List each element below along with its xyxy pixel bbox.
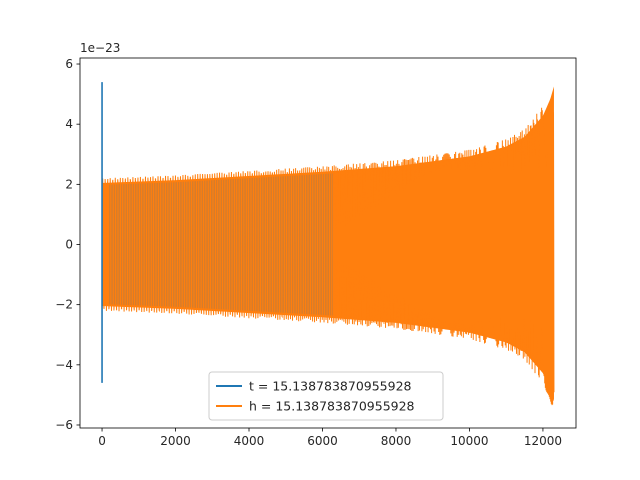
y-tick-label: −2 — [55, 298, 73, 312]
legend-label: t = 15.138783870955928 — [249, 379, 412, 394]
legend-label: h = 15.138783870955928 — [249, 399, 415, 414]
legend-box — [208, 371, 444, 421]
axes-frame — [79, 57, 577, 429]
y-tick-label: 2 — [65, 177, 73, 191]
y-tick-label: 4 — [65, 117, 73, 131]
y-tick-label: 6 — [65, 57, 73, 71]
series-h-line — [101, 107, 555, 406]
y-scale-offset-label: 1e−23 — [80, 41, 120, 55]
y-tick-label: −4 — [55, 358, 73, 372]
y-tick-label: −6 — [55, 418, 73, 432]
x-tick-label: 6000 — [307, 434, 338, 448]
x-axis: 0 2000 4000 6000 8000 10000 12000 — [98, 428, 562, 448]
series-layer — [101, 82, 555, 406]
x-tick-label: 0 — [98, 434, 106, 448]
series-t-traces — [109, 173, 333, 316]
x-tick-label: 12000 — [524, 434, 562, 448]
x-tick-label: 4000 — [234, 434, 265, 448]
x-tick-label: 2000 — [160, 434, 191, 448]
y-axis: −6 −4 −2 0 2 4 6 — [55, 57, 80, 432]
y-tick-label: 0 — [65, 238, 73, 252]
x-tick-label: 8000 — [381, 434, 412, 448]
legend: t = 15.138783870955928 h = 15.13878387095… — [208, 371, 444, 421]
x-tick-label: 10000 — [450, 434, 488, 448]
